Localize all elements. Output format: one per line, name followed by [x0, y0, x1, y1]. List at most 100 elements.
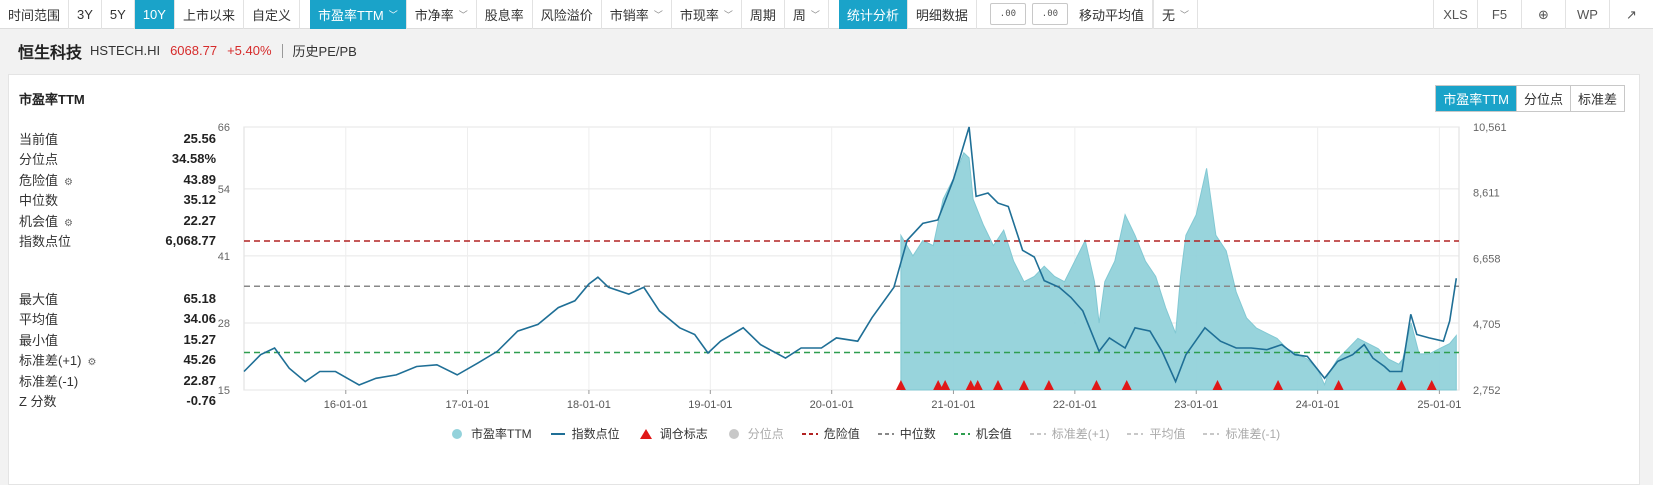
- stat-value: 45.26: [183, 352, 216, 368]
- legend-label: 分位点: [747, 427, 784, 441]
- range-tab-3[interactable]: 上市以来: [175, 0, 244, 29]
- toolbar: 时间范围 3Y 5Y 10Y 上市以来 自定义 市盈率TTM ﹀ 市净率 ﹀ 股息率 风险溢价 市销…: [0, 0, 1653, 29]
- decimal-decrease-icon: .00: [1041, 9, 1059, 19]
- legend-swatch: [801, 432, 818, 435]
- refresh-button[interactable]: F5: [1477, 0, 1521, 29]
- stat-label: 标准差(+1) ⚙: [19, 353, 97, 369]
- add-button[interactable]: ⊕: [1521, 0, 1565, 29]
- legend-item[interactable]: 调仓标志: [638, 425, 708, 442]
- gear-icon[interactable]: ⚙: [64, 176, 73, 188]
- view-tab-0[interactable]: 统计分析: [838, 0, 908, 29]
- period-select[interactable]: 周 ﹀: [785, 0, 829, 29]
- x-tick-label: 25-01-01: [1417, 399, 1461, 411]
- chart-legend: 市盈率TTM 指数点位 调仓标志 分位点 危险值 中位数 机会值 标准差(+1) 平均值 标准差(…: [449, 425, 1298, 442]
- export-wps-button[interactable]: WP: [1565, 0, 1609, 29]
- stat-label: Z 分数: [19, 394, 57, 410]
- x-tick-label: 23-01-01: [1174, 399, 1218, 411]
- view-tab-1[interactable]: 明细数据: [908, 0, 977, 29]
- stat-value: 6,068.77: [165, 233, 216, 249]
- legend-item[interactable]: 市盈率TTM: [449, 425, 532, 442]
- stat-row: 当前值 25.56: [19, 128, 216, 149]
- period-label: 周期: [742, 0, 785, 29]
- legend-swatch: [1127, 432, 1144, 435]
- chevron-down-icon: ﹀: [723, 9, 733, 20]
- metric-tab-1[interactable]: 市净率 ﹀: [407, 0, 477, 29]
- stat-row: 分位点 34.58%: [19, 149, 216, 170]
- toolbar-right-icons: XLS F5 ⊕ WP ↗: [1433, 0, 1653, 29]
- stat-label: 最小值: [19, 332, 59, 348]
- share-button[interactable]: ↗: [1609, 0, 1653, 29]
- range-tab-0[interactable]: 3Y: [69, 0, 102, 29]
- stat-row: 最大值 65.18: [19, 288, 216, 309]
- chevron-down-icon: ﹀: [810, 9, 820, 20]
- legend-label: 标准差(+1): [1051, 427, 1110, 441]
- legend-item[interactable]: 平均值: [1127, 425, 1185, 442]
- x-tick-label: 18-01-01: [567, 399, 611, 411]
- divider: [281, 43, 283, 58]
- rebalance-marker: [940, 380, 951, 390]
- legend-label: 指数点位: [571, 427, 620, 441]
- rebalance-marker: [1121, 380, 1132, 390]
- legend-swatch: [728, 428, 739, 439]
- index-name: 恒生科技: [18, 44, 83, 62]
- rebalance-marker: [965, 380, 976, 390]
- x-tick-label: 22-01-01: [1053, 399, 1097, 411]
- metric-tab-0[interactable]: 市盈率TTM ﹀: [310, 0, 407, 29]
- range-tab-4[interactable]: 自定义: [244, 0, 300, 29]
- legend-swatch: [953, 432, 970, 435]
- index-price: 6068.77: [170, 43, 218, 58]
- stat-label: 指数点位: [19, 234, 72, 250]
- legend-swatch: [877, 432, 894, 435]
- legend-item[interactable]: 中位数: [877, 425, 936, 442]
- decimal-decrease-button[interactable]: .00: [1031, 3, 1068, 25]
- metric-tab-4[interactable]: 市销率 ﹀: [602, 0, 672, 29]
- y-left-tick-label: 28: [218, 318, 230, 330]
- moving-avg-select[interactable]: 无 ﹀: [1152, 0, 1198, 29]
- rebalance-marker: [1426, 380, 1437, 390]
- share-icon: ↗: [1626, 6, 1637, 22]
- legend-item[interactable]: 标准差(+1): [1029, 425, 1110, 442]
- metric-label: 市盈率TTM: [318, 7, 384, 23]
- metric-tab-2[interactable]: 股息率: [477, 0, 533, 29]
- index-code: HSTECH.HI: [90, 43, 161, 58]
- segment-0[interactable]: 市盈率TTM: [1436, 86, 1516, 111]
- metric-label: 风险溢价: [540, 7, 593, 23]
- range-tab-2[interactable]: 10Y: [134, 0, 175, 29]
- legend-item[interactable]: 指数点位: [550, 425, 620, 442]
- gear-icon[interactable]: ⚙: [87, 357, 97, 369]
- y-right-tick-label: 4,705: [1473, 319, 1501, 331]
- rebalance-marker: [933, 380, 944, 390]
- history-pe-pb-link[interactable]: 历史PE/PB: [292, 44, 357, 59]
- metric-tab-5[interactable]: 市现率 ﹀: [672, 0, 742, 29]
- stat-label: 最大值: [19, 291, 59, 307]
- segment-2[interactable]: 标准差: [1569, 86, 1624, 111]
- stat-value: -0.76: [186, 393, 216, 409]
- y-left-tick-label: 41: [218, 251, 230, 263]
- range-tab-1[interactable]: 5Y: [102, 0, 135, 29]
- segment-1[interactable]: 分位点: [1515, 86, 1570, 111]
- export-excel-button[interactable]: XLS: [1433, 0, 1477, 29]
- refresh-icon: F5: [1491, 7, 1508, 22]
- decimal-increase-icon: .00: [999, 9, 1017, 19]
- chevron-down-icon: ﹀: [458, 9, 468, 20]
- panel-title: 市盈率TTM: [19, 92, 85, 107]
- index-change: +5.40%: [227, 43, 272, 58]
- legend-label: 市盈率TTM: [471, 427, 532, 441]
- legend-label: 标准差(-1): [1225, 427, 1281, 441]
- decimal-increase-button[interactable]: .00: [989, 3, 1026, 25]
- metric-tab-3[interactable]: 风险溢价: [533, 0, 602, 29]
- stat-row: 指数点位 6,068.77: [19, 231, 216, 252]
- legend-item[interactable]: 危险值: [801, 425, 860, 442]
- stat-row: 机会值 ⚙ 22.27: [19, 210, 216, 231]
- legend-label: 平均值: [1149, 427, 1186, 441]
- y-right-tick-label: 10,561: [1473, 122, 1507, 134]
- chart-panel: 市盈率TTM 市盈率TTM 分位点 标准差 当前值 25.56 分位点 34.58% 危险值…: [8, 74, 1640, 485]
- legend-item[interactable]: 标准差(-1): [1203, 425, 1280, 442]
- gear-icon[interactable]: ⚙: [64, 217, 73, 229]
- stat-value: 15.27: [183, 331, 216, 347]
- rebalance-marker: [1396, 380, 1407, 390]
- rebalance-marker: [1333, 380, 1344, 390]
- legend-item[interactable]: 机会值: [953, 425, 1012, 442]
- legend-item[interactable]: 分位点: [726, 425, 784, 442]
- rebalance-marker: [1091, 380, 1102, 390]
